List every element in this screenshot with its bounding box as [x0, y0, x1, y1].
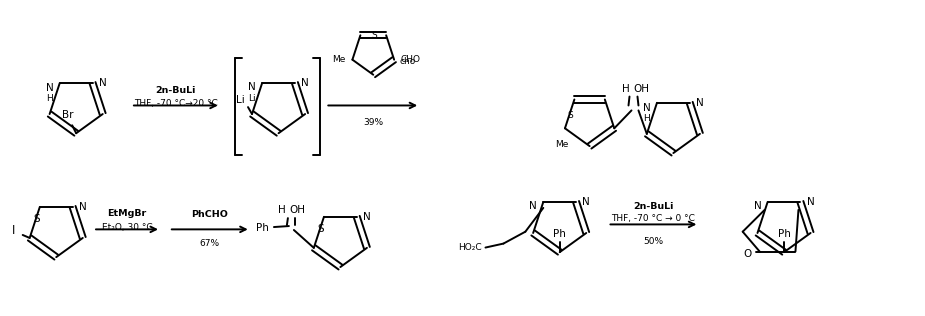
Text: S: S — [568, 111, 574, 120]
Text: N: N — [643, 103, 651, 113]
Text: H: H — [46, 94, 53, 103]
Text: THF, -70 °C → 0 °C: THF, -70 °C → 0 °C — [611, 214, 696, 223]
Text: N: N — [807, 197, 814, 207]
Text: 39%: 39% — [364, 118, 383, 127]
Text: N: N — [582, 197, 590, 207]
Text: Li: Li — [249, 94, 256, 103]
Text: N: N — [99, 78, 106, 88]
Text: CHO: CHO — [401, 55, 420, 64]
Text: 2n-BuLi: 2n-BuLi — [634, 202, 673, 211]
Text: Li: Li — [236, 95, 244, 105]
Text: Et₂O, 30 °C: Et₂O, 30 °C — [102, 223, 153, 232]
Text: N: N — [529, 201, 537, 211]
Text: OH: OH — [290, 205, 306, 215]
Text: 50%: 50% — [644, 237, 663, 246]
Text: N: N — [301, 78, 309, 88]
Text: HO₂C: HO₂C — [458, 243, 482, 252]
Text: Me: Me — [555, 140, 569, 149]
Text: N: N — [248, 82, 256, 92]
Text: 67%: 67% — [200, 239, 220, 248]
Text: N: N — [363, 212, 371, 222]
Text: Me: Me — [332, 55, 345, 64]
Text: N: N — [696, 98, 704, 108]
Text: Ph: Ph — [778, 229, 791, 239]
Text: S: S — [33, 214, 40, 224]
Text: Br: Br — [63, 110, 74, 120]
Text: Ph: Ph — [255, 223, 268, 233]
Text: 2n-BuLi: 2n-BuLi — [155, 86, 196, 95]
Text: cho: cho — [400, 57, 416, 66]
Text: EtMgBr: EtMgBr — [107, 209, 147, 218]
Text: PhCHO: PhCHO — [191, 210, 228, 219]
Text: S: S — [317, 224, 325, 234]
Text: Ph: Ph — [553, 229, 566, 239]
Text: O: O — [744, 248, 752, 258]
Text: N: N — [754, 201, 761, 211]
Text: OH: OH — [634, 84, 649, 94]
Text: H: H — [622, 84, 629, 94]
Text: N: N — [79, 202, 86, 212]
Text: N: N — [46, 83, 54, 93]
Text: S: S — [372, 31, 377, 40]
Text: THF, -70 °C→20 °C: THF, -70 °C→20 °C — [134, 99, 217, 108]
Text: H: H — [278, 205, 286, 215]
Text: H: H — [644, 114, 650, 123]
Text: I: I — [12, 223, 16, 236]
